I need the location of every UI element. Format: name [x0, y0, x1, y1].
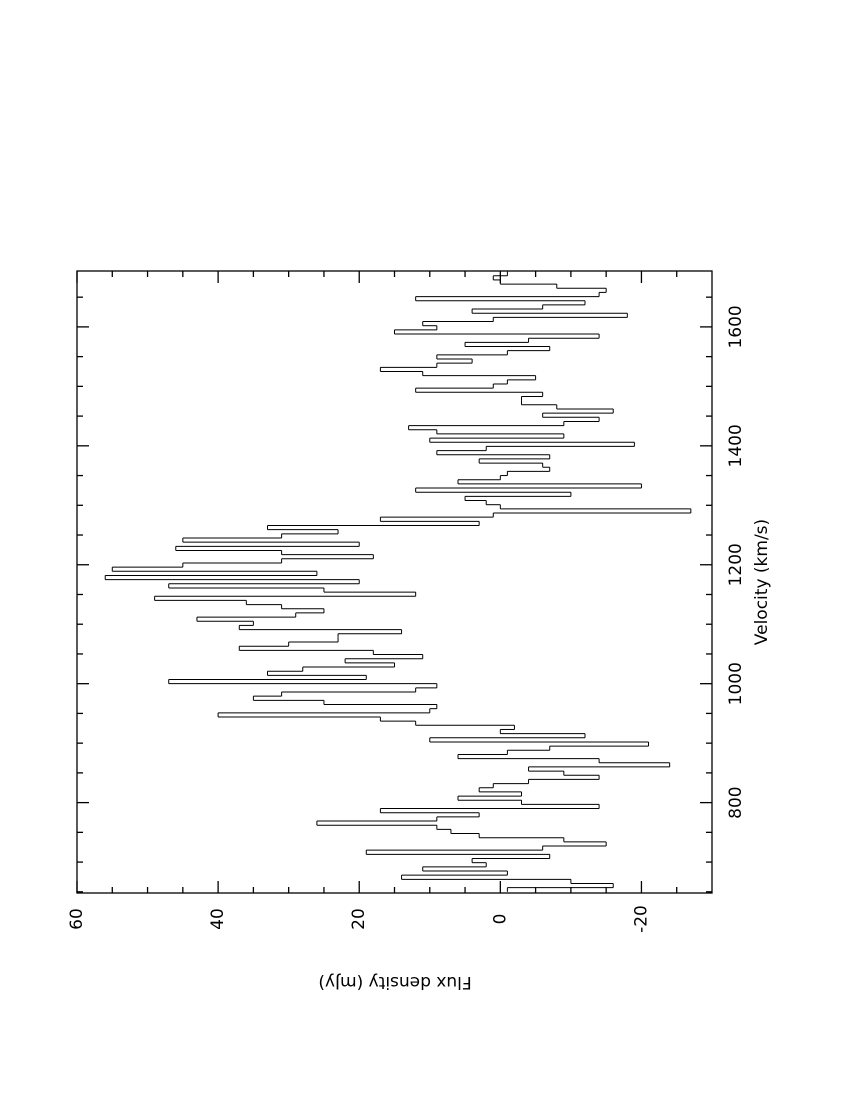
y-tick-label: -20 — [631, 905, 651, 933]
x-tick-label: 1200 — [726, 543, 746, 586]
plot-frame — [76, 270, 713, 894]
x-tick-label: 1600 — [726, 305, 746, 348]
y-tick-label: 20 — [349, 908, 369, 930]
y-tick-label: 60 — [67, 908, 87, 930]
y-tick-label: 40 — [208, 908, 228, 930]
x-tick-label: 1400 — [726, 424, 746, 467]
x-tick-label: 1000 — [726, 662, 746, 705]
y-tick-label: 0 — [490, 914, 510, 925]
x-tick-label: 800 — [726, 786, 746, 818]
y-axis-label: Flux density (mJy) — [318, 972, 471, 992]
x-axis-label: Velocity (km/s) — [752, 519, 772, 645]
